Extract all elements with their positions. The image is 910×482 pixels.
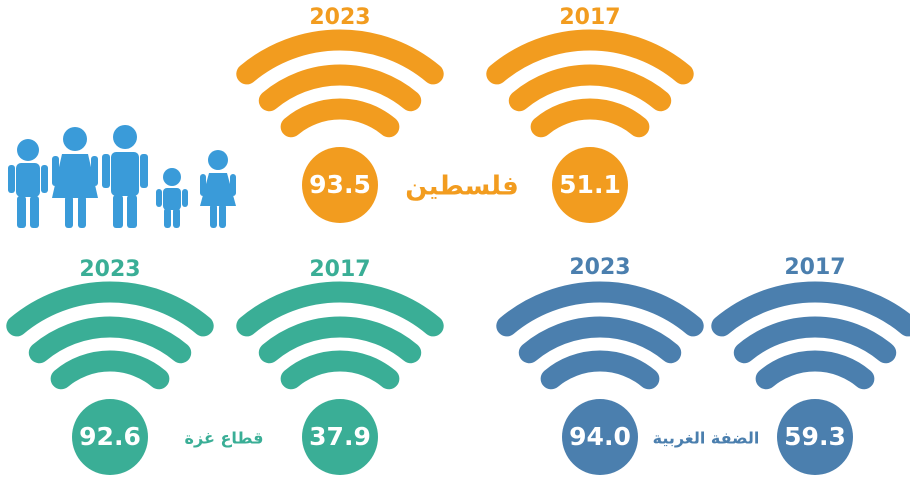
wifi-arc (236, 29, 444, 85)
value-label: 93.5 (309, 170, 371, 199)
value-circle (302, 147, 378, 223)
wifi-arc (6, 281, 214, 337)
family-icon (8, 125, 236, 228)
year-label: 2017 (559, 5, 620, 30)
year-label: 2017 (309, 257, 370, 282)
year-label: 2023 (569, 255, 630, 280)
year-label: 2023 (79, 257, 140, 282)
region-label: فلسطين (405, 172, 518, 202)
wifi-arc (28, 316, 192, 364)
value-circle (72, 399, 148, 475)
value-circle (552, 147, 628, 223)
wifi-arc (496, 281, 704, 337)
region-label: قطاع غزة (185, 429, 264, 448)
wifi-arc (258, 64, 422, 112)
wifi-arc (280, 98, 400, 138)
wifi-arc (486, 29, 694, 85)
wifi-arc (280, 350, 400, 390)
wifi-arc (518, 316, 682, 364)
value-circle (777, 399, 853, 475)
wifi-arc (50, 350, 170, 390)
wifi-arc (733, 316, 897, 364)
value-circle (302, 399, 378, 475)
wifi-arc (508, 64, 672, 112)
wifi-arc (755, 350, 875, 390)
wifi-arc (540, 350, 660, 390)
value-circle (562, 399, 638, 475)
value-label: 51.1 (559, 170, 621, 199)
region-label: الضفة الغربية (653, 429, 760, 448)
wifi-arc (711, 281, 910, 337)
wifi-arc (236, 281, 444, 337)
value-label: 37.9 (309, 422, 371, 451)
value-label: 94.0 (569, 422, 631, 451)
value-label: 59.3 (784, 422, 846, 451)
year-label: 2023 (309, 5, 370, 30)
wifi-arc (530, 98, 650, 138)
value-label: 92.6 (79, 422, 141, 451)
year-label: 2017 (784, 255, 845, 280)
wifi-arc (258, 316, 422, 364)
